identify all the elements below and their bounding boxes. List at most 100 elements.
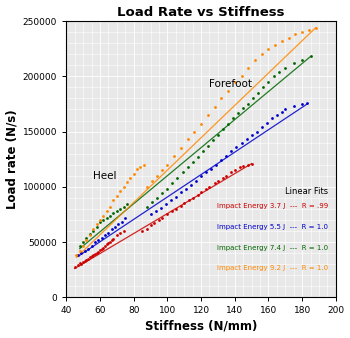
Point bbox=[85, 256, 91, 261]
Point bbox=[271, 74, 277, 79]
Text: Heel: Heel bbox=[93, 171, 117, 181]
Point bbox=[107, 239, 113, 245]
Point bbox=[117, 206, 123, 212]
Point bbox=[264, 120, 270, 125]
Point bbox=[112, 224, 118, 229]
Point bbox=[195, 154, 201, 160]
Point bbox=[170, 209, 175, 214]
Point bbox=[225, 88, 231, 93]
Point bbox=[215, 132, 221, 138]
Point bbox=[286, 35, 292, 40]
Point bbox=[175, 175, 180, 181]
Point bbox=[232, 168, 238, 173]
Point bbox=[272, 43, 278, 48]
Point bbox=[94, 222, 99, 227]
Point bbox=[92, 251, 98, 257]
Point bbox=[154, 173, 160, 178]
Point bbox=[282, 107, 288, 112]
Point bbox=[102, 233, 108, 238]
Point bbox=[90, 252, 96, 258]
Point bbox=[164, 212, 170, 217]
Point bbox=[82, 248, 88, 254]
Point bbox=[195, 192, 201, 197]
Point bbox=[92, 239, 98, 245]
Point bbox=[251, 96, 256, 101]
Point bbox=[124, 202, 130, 207]
Point bbox=[79, 261, 84, 267]
Point bbox=[80, 259, 86, 265]
Point bbox=[89, 244, 95, 249]
Text: Linear Fits: Linear Fits bbox=[285, 187, 328, 196]
Point bbox=[72, 265, 77, 270]
Point bbox=[104, 209, 110, 214]
Point bbox=[160, 215, 165, 220]
X-axis label: Stiffness (N/mm): Stiffness (N/mm) bbox=[145, 319, 257, 333]
Point bbox=[149, 178, 155, 184]
Point bbox=[77, 244, 83, 249]
Point bbox=[252, 57, 258, 63]
Point bbox=[121, 204, 126, 209]
Point bbox=[117, 231, 123, 236]
Point bbox=[173, 206, 178, 212]
Point bbox=[107, 213, 113, 218]
Point bbox=[299, 57, 305, 63]
Point bbox=[79, 250, 84, 256]
Point bbox=[178, 190, 184, 195]
Point bbox=[207, 184, 212, 190]
Point bbox=[163, 202, 168, 207]
Point bbox=[87, 232, 93, 237]
Point bbox=[210, 138, 216, 143]
Point bbox=[107, 204, 113, 209]
Point bbox=[259, 124, 265, 130]
Point bbox=[84, 237, 89, 243]
Point bbox=[102, 244, 108, 249]
Point bbox=[100, 245, 106, 250]
Point bbox=[100, 217, 106, 223]
Point bbox=[215, 178, 221, 184]
Point bbox=[160, 168, 165, 173]
Point bbox=[249, 132, 254, 138]
Point bbox=[87, 233, 93, 238]
Point bbox=[119, 219, 125, 225]
Point bbox=[190, 160, 195, 165]
Point bbox=[235, 110, 241, 116]
Point bbox=[229, 170, 234, 175]
Point bbox=[214, 162, 219, 167]
Point bbox=[114, 233, 120, 238]
Point bbox=[245, 101, 251, 107]
Point bbox=[149, 199, 155, 205]
Point bbox=[109, 237, 114, 243]
Point bbox=[234, 144, 239, 150]
Point bbox=[188, 182, 194, 187]
Point bbox=[291, 103, 296, 109]
Point bbox=[239, 140, 244, 145]
Point bbox=[313, 25, 319, 30]
Text: Impact Energy 7.4 J  ---  R = 1.0: Impact Energy 7.4 J --- R = 1.0 bbox=[217, 245, 328, 251]
Point bbox=[240, 106, 246, 111]
Y-axis label: Load rate (N/s): Load rate (N/s) bbox=[6, 110, 19, 209]
Point bbox=[154, 195, 160, 200]
Point bbox=[164, 162, 170, 167]
Point bbox=[80, 239, 86, 245]
Point bbox=[212, 181, 217, 186]
Point bbox=[94, 224, 99, 229]
Point bbox=[90, 228, 96, 234]
Point bbox=[138, 164, 143, 170]
Point bbox=[218, 158, 224, 163]
Point bbox=[276, 69, 281, 75]
Point bbox=[304, 100, 310, 105]
Point bbox=[239, 74, 244, 79]
Point bbox=[82, 258, 88, 264]
Point bbox=[100, 213, 106, 218]
Point bbox=[220, 127, 226, 132]
Point bbox=[191, 129, 197, 134]
Point bbox=[266, 79, 271, 84]
Point bbox=[171, 153, 177, 159]
Point bbox=[117, 189, 123, 194]
Point bbox=[237, 164, 243, 170]
Point bbox=[245, 65, 251, 70]
Point bbox=[153, 209, 158, 214]
Point bbox=[139, 228, 145, 234]
Point bbox=[151, 220, 157, 226]
Point bbox=[77, 248, 83, 254]
